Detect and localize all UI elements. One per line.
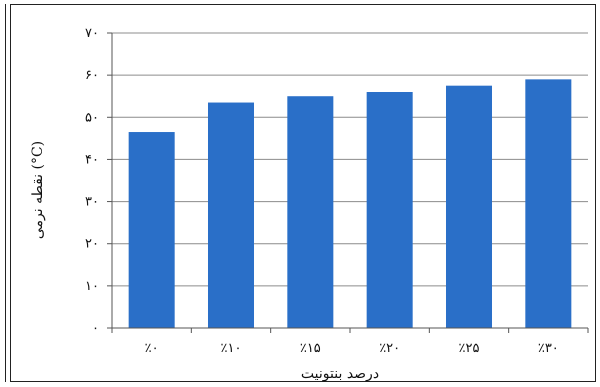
y-axis-label: نقطه نرمی (°C) [30,141,46,239]
y-tick-labels: ۰ ۱۰ ۲۰ ۳۰ ۴۰ ۵۰ ۶۰ ۷۰ [85,26,99,336]
x-axis-label: درصد بنتونیت [301,366,379,382]
bar [128,132,175,328]
x-tick-label: ٪۰ [145,341,159,356]
y-tick-label: ۳۰ [85,195,99,210]
y-tick-label: ۴۰ [85,152,99,167]
y-tick-label: ۵۰ [85,110,99,125]
chart-frame [10,4,596,382]
bar [525,79,572,328]
x-tick-label: ٪۲۰ [379,341,400,356]
gridlines [112,32,588,287]
left-border-line [5,4,6,382]
bar [207,102,255,329]
bar [366,92,413,328]
bar [287,96,334,328]
x-tick-label: ٪۱۰ [221,341,242,356]
bars [128,79,572,329]
axes [107,32,589,333]
y-tick-label: ۶۰ [85,68,99,83]
y-tick-label: ۰ [92,321,99,336]
x-tick-labels: ٪۰ ٪۱۰ ٪۱۵ ٪۲۰ ٪۲۵ ٪۳۰ [145,341,559,356]
bar [445,85,493,328]
x-tick-label: ٪۳۰ [538,341,559,356]
y-tick-label: ۱۰ [85,279,99,294]
x-tick-label: ٪۱۵ [300,341,321,356]
y-tick-label: ۲۰ [85,237,99,252]
x-tick-label: ٪۲۵ [459,341,480,356]
y-tick-label: ۷۰ [85,26,99,41]
